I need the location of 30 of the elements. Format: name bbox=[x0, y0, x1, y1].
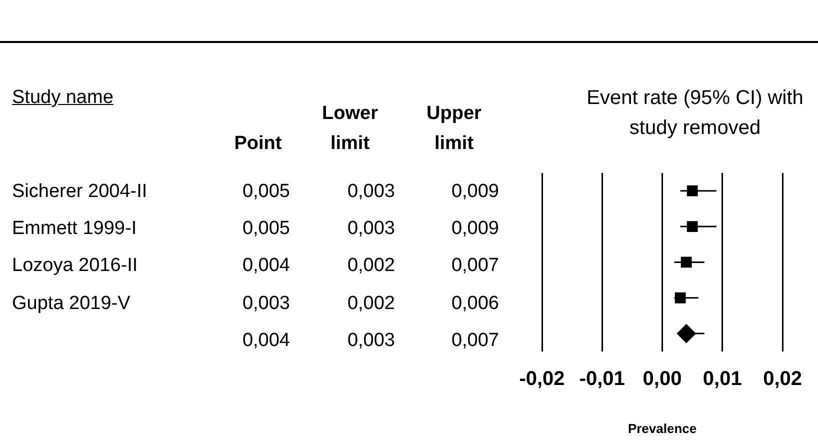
text: 0,005 bbox=[241, 218, 290, 240]
text: 0,003 bbox=[346, 218, 395, 240]
text: 0,009 bbox=[450, 181, 499, 203]
x-tick-label: 0,00 bbox=[642, 368, 682, 390]
x-tick-label: 0,02 bbox=[763, 368, 802, 390]
text: Point bbox=[233, 132, 283, 156]
text: 0,002 bbox=[346, 292, 395, 315]
text: 0,002 bbox=[346, 255, 395, 278]
text: 0,004 bbox=[241, 330, 290, 352]
text: Lower limit bbox=[321, 102, 379, 156]
text: Study name bbox=[12, 86, 114, 110]
text: 0,003 bbox=[241, 292, 290, 315]
text: 0,007 bbox=[450, 330, 499, 352]
text: Upper limit bbox=[426, 102, 482, 156]
text: Lozoya 2016-II bbox=[12, 255, 138, 278]
text: Gupta 2019-V bbox=[12, 292, 130, 315]
x-axis-title: Prevalence bbox=[628, 420, 697, 436]
text: 0,007 bbox=[450, 255, 499, 278]
text: Emmett 1999-I bbox=[12, 218, 137, 240]
text: 0,005 bbox=[241, 181, 290, 203]
text: 0,004 bbox=[241, 255, 290, 278]
x-tick-label: -0,01 bbox=[579, 368, 625, 390]
text: 0,009 bbox=[450, 218, 499, 240]
chart-title: Event rate (95% CI) with study removed bbox=[586, 86, 804, 141]
x-tick-label: -0,02 bbox=[519, 368, 565, 390]
text: 0,003 bbox=[346, 181, 395, 203]
text: Sicherer 2004-II bbox=[12, 181, 148, 203]
x-tick-label: 0,01 bbox=[702, 368, 742, 390]
text: 0,006 bbox=[450, 292, 499, 315]
text: 0,003 bbox=[346, 330, 395, 352]
